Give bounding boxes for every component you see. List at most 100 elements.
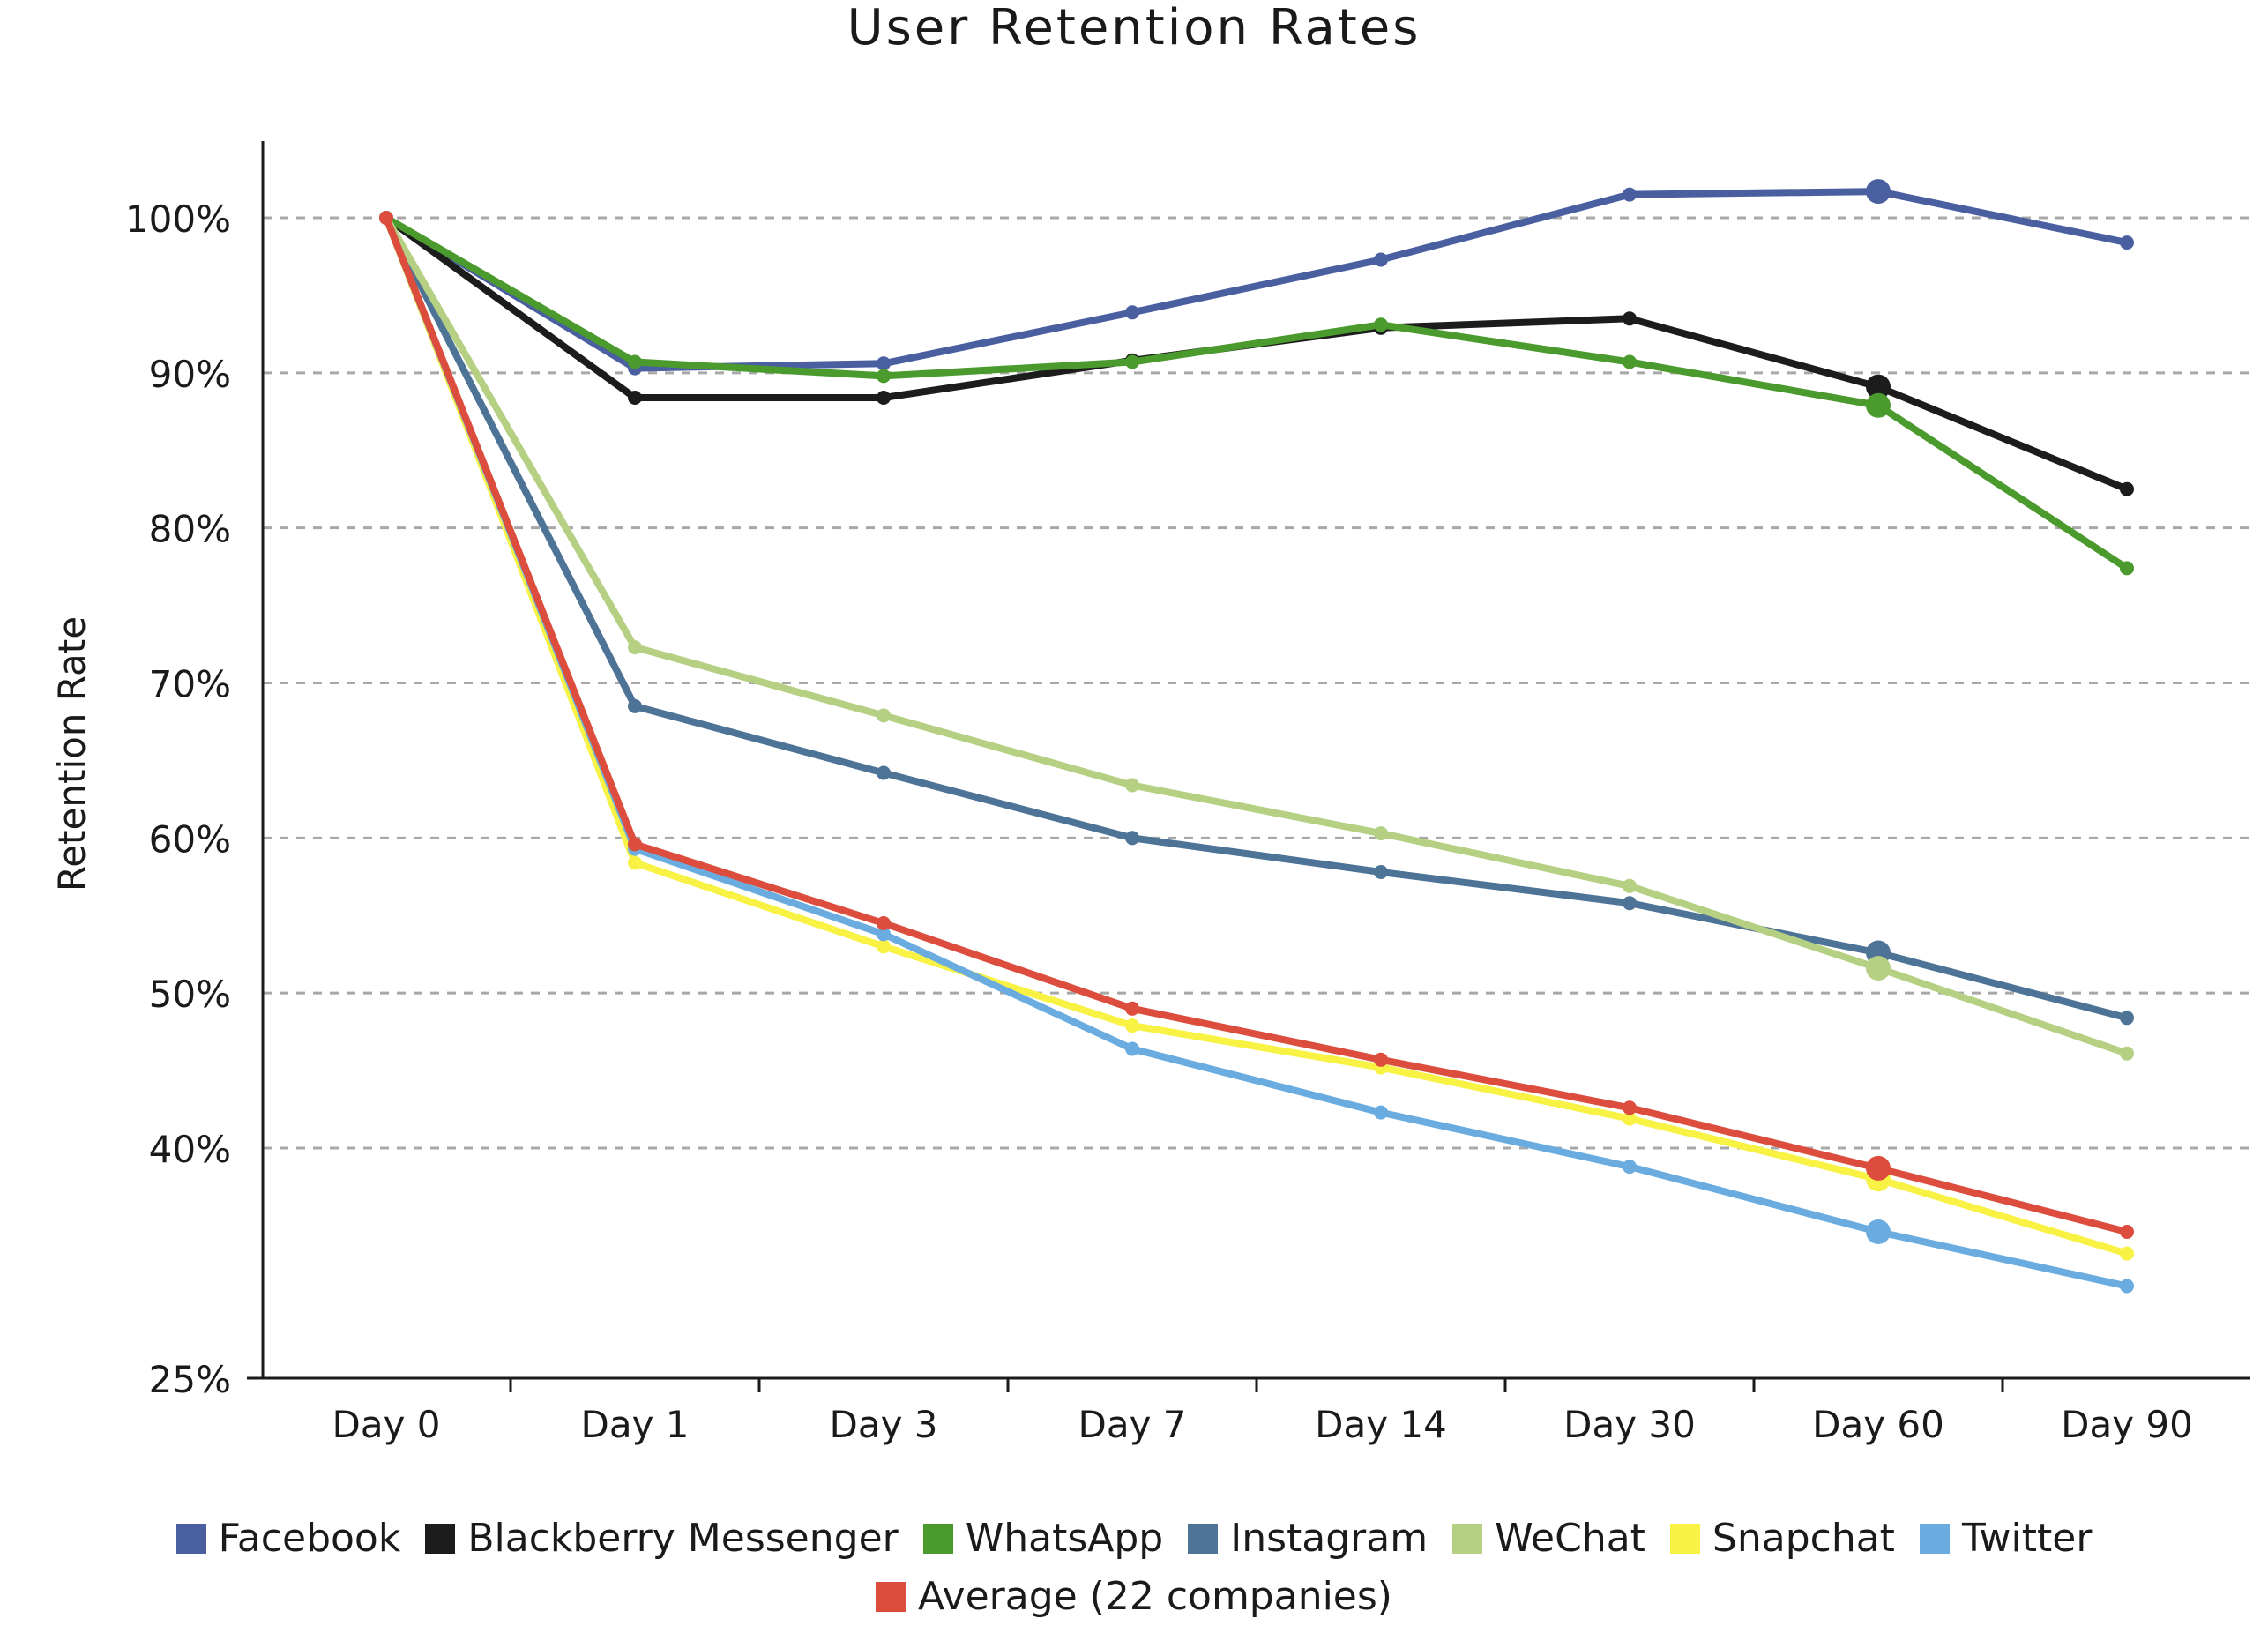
data-point	[628, 391, 642, 405]
legend-label: WhatsApp	[965, 1516, 1164, 1561]
legend-label: Instagram	[1230, 1516, 1429, 1561]
data-point	[877, 356, 891, 371]
data-point	[877, 916, 891, 930]
data-point	[2120, 1225, 2134, 1239]
data-point	[628, 698, 642, 713]
data-point	[877, 369, 891, 384]
legend-label: Twitter	[1961, 1516, 2093, 1561]
data-point	[1374, 826, 1388, 841]
data-point	[1623, 896, 1637, 911]
legend-row: Facebook Blackberry Messenger WhatsApp Inst…	[0, 1510, 2268, 1568]
legend-item: Facebook	[175, 1516, 401, 1561]
chart-title: User Retention Rates	[847, 0, 1421, 56]
legend-swatch	[1669, 1524, 1700, 1554]
series-line	[383, 214, 2130, 493]
legend-label: Facebook	[218, 1516, 401, 1561]
data-point	[1374, 1052, 1388, 1067]
x-tick-label: Day 30	[1563, 1403, 1696, 1446]
y-tick-label: 50%	[149, 973, 231, 1016]
data-point	[628, 354, 642, 369]
data-point	[2120, 1246, 2134, 1261]
legend-label: Snapchat	[1712, 1516, 1895, 1561]
data-point	[1374, 1105, 1388, 1120]
legend: Facebook Blackberry Messenger WhatsApp Inst…	[0, 1510, 2268, 1626]
data-point	[2120, 1279, 2134, 1294]
data-point	[1125, 1018, 1139, 1033]
legend-swatch	[922, 1524, 953, 1554]
x-tick-label: Day 7	[1078, 1403, 1186, 1446]
y-tick-label: 25%	[149, 1358, 231, 1401]
legend-label: Blackberry Messenger	[467, 1516, 899, 1561]
data-point	[1623, 878, 1637, 893]
data-point	[628, 640, 642, 655]
data-point	[628, 855, 642, 870]
y-axis-label: Retention Rate	[50, 616, 93, 891]
legend-label: WeChat	[1495, 1516, 1645, 1561]
data-point	[379, 211, 393, 225]
y-tick-label: 90%	[149, 353, 231, 396]
legend-row: Average (22 companies)	[0, 1568, 2268, 1626]
y-tick-label: 40%	[149, 1128, 231, 1171]
x-tick-label: Day 60	[1812, 1403, 1944, 1446]
legend-item: Blackberry Messenger	[425, 1516, 899, 1561]
legend-swatch	[175, 1524, 206, 1554]
data-point	[2120, 1011, 2134, 1026]
series-line	[383, 214, 2130, 1022]
legend-item: Instagram	[1188, 1517, 1428, 1561]
legend-item: Twitter	[1919, 1516, 2093, 1561]
data-point	[1623, 311, 1637, 326]
data-point	[1374, 252, 1388, 267]
data-point	[1866, 956, 1891, 981]
data-point	[628, 837, 642, 852]
x-tick-label: Day 90	[2061, 1403, 2193, 1446]
y-tick-label: 100%	[125, 198, 231, 241]
line-chart: 100% 90% 80% 70% 60% 50% 40% 25% Day 0 Day 1 Day 3…	[50, 141, 2250, 1446]
series-line	[383, 214, 2130, 572]
data-point	[2120, 561, 2134, 576]
series-wechat	[379, 211, 2134, 1061]
data-point	[877, 765, 891, 780]
x-tick-label: Day 0	[332, 1403, 440, 1446]
series-line	[383, 214, 2130, 1235]
data-point	[1623, 187, 1637, 202]
legend-swatch	[876, 1582, 906, 1612]
legend-swatch	[1919, 1524, 1950, 1554]
series-line	[383, 214, 2130, 1057]
legend-item: Snapchat	[1669, 1516, 1895, 1561]
legend-item: Average (22 companies)	[876, 1575, 1392, 1619]
series-lines	[379, 179, 2134, 1294]
y-tick-label: 60%	[149, 817, 231, 861]
data-point	[2120, 481, 2134, 496]
data-point	[1125, 354, 1139, 369]
x-tick-label: Day 14	[1315, 1403, 1447, 1446]
gridlines	[263, 216, 2250, 1150]
data-point	[1125, 778, 1139, 793]
legend-swatch	[1188, 1524, 1219, 1554]
data-point	[1125, 1041, 1139, 1056]
data-point	[1866, 392, 1891, 418]
data-point	[2120, 235, 2134, 250]
data-point	[1125, 1001, 1139, 1016]
y-tick-label: 70%	[149, 663, 231, 706]
data-point	[877, 927, 891, 942]
data-point	[1374, 865, 1388, 879]
series-average-22-companies	[379, 211, 2134, 1239]
legend-swatch	[425, 1524, 456, 1554]
data-point	[1623, 1111, 1637, 1126]
data-point	[1866, 1220, 1891, 1244]
data-point	[2120, 1046, 2134, 1061]
y-tick-label: 80%	[149, 508, 231, 551]
series-instagram	[379, 211, 2134, 1026]
data-point	[1623, 1100, 1637, 1115]
axes: 100% 90% 80% 70% 60% 50% 40% 25% Day 0 Day 1 Day 3…	[125, 141, 2250, 1446]
x-tick-label: Day 3	[829, 1403, 937, 1446]
series-line	[383, 214, 2130, 1290]
data-point	[877, 708, 891, 723]
data-point	[1866, 374, 1891, 399]
legend-item: WhatsApp	[922, 1516, 1164, 1561]
data-point	[1623, 1160, 1637, 1175]
x-tick-label: Day 1	[580, 1403, 689, 1446]
series-blackberry-messenger	[379, 211, 2134, 496]
legend-label: Average (22 companies)	[918, 1574, 1392, 1619]
data-point	[1125, 831, 1139, 846]
